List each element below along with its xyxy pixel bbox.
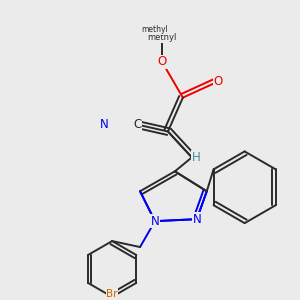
Text: Br: Br [106,289,118,299]
Text: H: H [192,151,201,164]
Text: O: O [157,55,167,68]
Text: methyl: methyl [147,33,177,42]
Text: methyl: methyl [142,26,168,34]
Text: N: N [100,118,109,131]
Text: C: C [133,118,141,131]
Text: O: O [213,75,222,88]
Text: N: N [151,214,159,228]
Text: N: N [192,213,201,226]
